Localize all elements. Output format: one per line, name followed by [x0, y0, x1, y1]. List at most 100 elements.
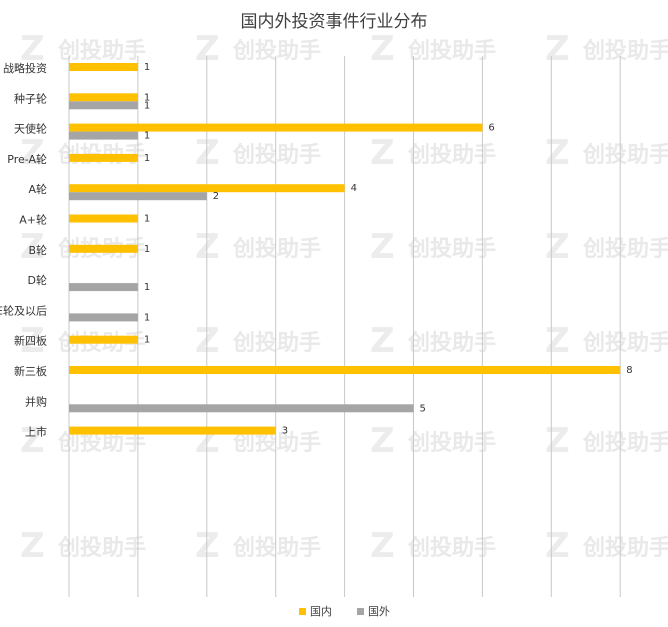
watermark-text: 创投助手 [407, 431, 496, 456]
watermark-text: 创投助手 [57, 536, 146, 561]
bar-foreign [69, 101, 138, 110]
watermark-logo: Z [370, 321, 395, 361]
watermark-text: 创投助手 [57, 431, 146, 456]
bar-domestic [69, 244, 138, 253]
watermark-text: 创投助手 [232, 143, 321, 168]
watermark-logo: Z [20, 421, 45, 461]
watermark-text: 创投助手 [232, 536, 321, 561]
data-label: 1 [144, 153, 150, 164]
data-label: 1 [144, 244, 150, 255]
watermark-logo: Z [370, 421, 395, 461]
category-label: 天使轮 [14, 122, 47, 136]
data-label: 6 [488, 123, 494, 134]
watermark-logo: Z [195, 29, 220, 69]
data-label: 1 [144, 62, 150, 73]
watermark-text: 创投助手 [407, 39, 496, 64]
watermark-logo: Z [545, 526, 570, 566]
bar-foreign [69, 131, 138, 140]
data-label: 2 [213, 191, 219, 202]
bars-layer [69, 63, 621, 435]
data-label: 1 [144, 92, 150, 103]
legend-label: 国外 [368, 605, 390, 618]
watermark-logo: Z [20, 29, 45, 69]
bar-domestic [69, 335, 138, 344]
watermark-text: 创投助手 [582, 143, 668, 168]
bar-foreign [69, 192, 207, 201]
watermark-text: 创投助手 [407, 331, 496, 356]
watermark-logo: Z [195, 526, 220, 566]
bar-domestic [69, 123, 483, 132]
watermark-text: 创投助手 [407, 143, 496, 168]
watermark-logo: Z [195, 227, 220, 267]
watermark-text: 创投助手 [232, 39, 321, 64]
watermark-text: 创投助手 [582, 331, 668, 356]
category-label: Pre-A轮 [7, 152, 47, 166]
watermark-text: 创投助手 [407, 237, 496, 262]
watermark-logo: Z [20, 321, 45, 361]
watermark-text: 创投助手 [232, 431, 321, 456]
chart-title: 国内外投资事件行业分布 [241, 12, 428, 32]
category-label: E轮及以后 [0, 303, 47, 317]
watermark-text: 创投助手 [582, 237, 668, 262]
data-label: 1 [144, 214, 150, 225]
category-label: D轮 [28, 273, 47, 287]
watermark-text: 创投助手 [232, 237, 321, 262]
watermark-logo: Z [545, 227, 570, 267]
category-label: B轮 [28, 243, 47, 257]
watermark-text: 创投助手 [232, 331, 321, 356]
data-label: 8 [626, 365, 632, 376]
data-label: 1 [144, 131, 150, 142]
category-label: 并购 [25, 394, 47, 408]
category-label: 战略投资 [3, 61, 47, 75]
legend-label: 国内 [310, 604, 332, 618]
bar-domestic [69, 366, 621, 374]
bar-foreign [69, 404, 414, 413]
category-label: 种子轮 [14, 91, 47, 105]
legend: 国内 国外 [299, 604, 390, 618]
bar-domestic [69, 214, 138, 223]
bar-foreign [69, 313, 138, 322]
watermark-logo: Z [545, 321, 570, 361]
watermark-logo: Z [545, 133, 570, 173]
watermark-logo: Z [545, 29, 570, 69]
data-label: 4 [351, 183, 357, 194]
bar-domestic [69, 426, 276, 435]
watermark-layer: Z 创投助手 Z 创投助手 Z 创投助手 Z 创投助手 Z 创投助手 Z 创投助手 Z 创投助手 Z 创投助手… [20, 29, 668, 566]
bar-domestic [69, 153, 138, 162]
data-label: 1 [144, 100, 150, 111]
watermark-text: 创投助手 [582, 431, 668, 456]
watermark-logo: Z [370, 526, 395, 566]
bar-domestic [69, 63, 138, 71]
watermark-logo: Z [195, 133, 220, 173]
watermark-text: 创投助手 [57, 39, 146, 64]
watermark-text: 创投助手 [407, 536, 496, 561]
legend-swatch [357, 608, 364, 615]
bar-domestic [69, 93, 138, 102]
watermark-logo: Z [545, 421, 570, 461]
data-label: 5 [420, 403, 426, 414]
watermark-logo: Z [195, 321, 220, 361]
bar-foreign [69, 283, 138, 292]
watermark-text: 创投助手 [582, 39, 668, 64]
watermark-text: 创投助手 [582, 536, 668, 561]
watermark-logo: Z [370, 29, 395, 69]
watermark-logo: Z [370, 133, 395, 173]
bar-domestic [69, 184, 345, 193]
data-label: 3 [282, 426, 288, 437]
data-label: 1 [144, 335, 150, 346]
data-label: 1 [144, 282, 150, 293]
data-label: 1 [144, 312, 150, 323]
watermark-logo: Z [20, 133, 45, 173]
category-label: 新三板 [14, 364, 47, 378]
gridlines [68, 56, 621, 597]
category-label: 新四板 [14, 334, 47, 348]
watermark-logo: Z [20, 526, 45, 566]
category-label: 上市 [25, 425, 47, 439]
watermark-logo: Z [370, 227, 395, 267]
legend-swatch [299, 608, 306, 615]
watermark-logo: Z [20, 227, 45, 267]
category-label: A+轮 [19, 213, 47, 227]
